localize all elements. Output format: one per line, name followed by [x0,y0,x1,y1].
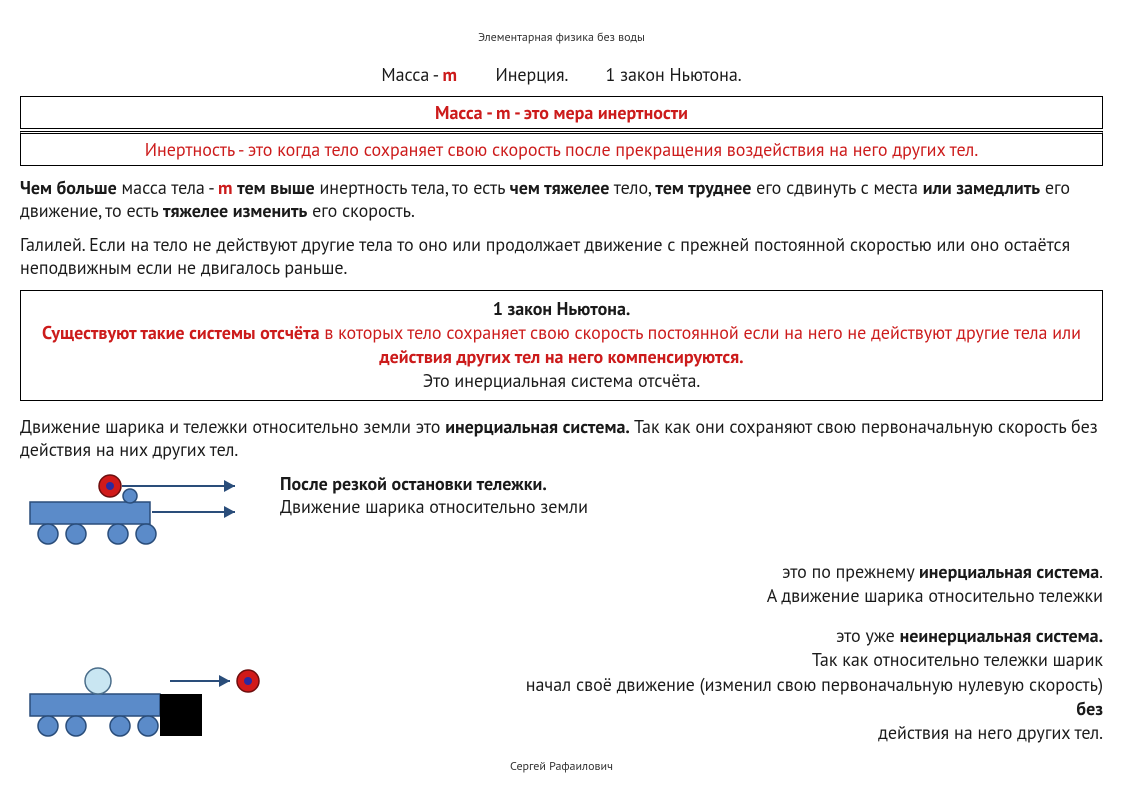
paragraph-mass-inertness: Чем больше масса тела - m тем выше инерт… [20,176,1103,223]
law-l1a: Существуют такие системы отсчёта [42,321,320,344]
box-mass-definition: Масса - m - это мера инертности [20,96,1103,129]
p1b: масса тела - [117,176,218,199]
r2e: без [1076,697,1103,720]
p1i: или замедлить [923,176,1040,199]
law-title: 1 закон Ньютона. [33,297,1090,321]
p1c: тем выше [233,176,315,199]
r2d: начал своё движение (изменил свою первон… [526,673,1103,696]
paragraph-galileo: Галилей. Если на тело не действуют други… [20,233,1103,280]
d1-title: После резкой остановки тележки. [280,472,588,495]
law-l1b: в которых тело сохраняет свою скорость п… [320,321,1081,344]
p1k: тяжелее изменить [163,199,307,222]
cart-diagram-2 [20,656,280,746]
r1b: инерциальная система [919,560,1099,583]
right-block-1: это по прежнему инерциальная система. А … [20,560,1103,609]
p1e: чем тяжелее [510,176,610,199]
box-inertness-definition: Инертность - это когда тело сохраняет св… [20,131,1103,166]
p1f: тело, [609,176,655,199]
r2f: действия на него других тел. [878,721,1103,744]
title-mass-label: Масса - [381,63,442,86]
title-m: m [442,63,457,86]
p1m: m [218,176,233,199]
title-inertia: Инерция. [495,63,567,86]
box-newton-law: 1 закон Ньютона. Существуют такие систем… [20,290,1103,401]
page-footer: Сергей Рафаилович [0,759,1123,774]
box1-prefix: Масса - [435,101,496,124]
r2a: это уже [836,624,900,647]
title-law: 1 закон Ньютона. [605,63,741,86]
law-l1c: действия других тел на него компенсируют… [379,345,743,368]
diagram-1-text: После резкой остановки тележки. Движение… [260,472,588,519]
p1h: его сдвинуть с места [751,176,922,199]
box1-m: m [496,101,511,124]
diagram-row-1: После резкой остановки тележки. Движение… [20,472,1103,552]
cart-diagram-1 [20,472,260,552]
p1a: Чем больше [20,176,117,199]
r1d: А движение шарика относительно тележки [767,584,1103,607]
r1a: это по прежнему [782,560,919,583]
law-line1: Существуют такие системы отсчёта в котор… [33,321,1090,370]
p3b: инерциальная система. [445,415,630,438]
r2b: неинерциальная система. [900,624,1103,647]
r2c: Так как относительно тележки шарик [812,648,1103,671]
paragraph-inertial-system: Движение шарика и тележки относительно з… [20,415,1103,462]
d1-sub: Движение шарика относительно земли [280,495,588,518]
title-line: Масса - m Инерция. 1 закон Ньютона. [20,63,1103,86]
p1g: тем труднее [655,176,751,199]
page-header: Элементарная физика без воды [20,30,1103,45]
p1l: его скорость. [307,199,415,222]
r1c: . [1099,560,1103,583]
p3a: Движение шарика и тележки относительно з… [20,415,445,438]
box1-suffix: - это мера инертности [510,101,688,124]
law-line2: Это инерциальная система отсчёта. [33,369,1090,393]
p1d: инертность тела, то есть [315,176,510,199]
